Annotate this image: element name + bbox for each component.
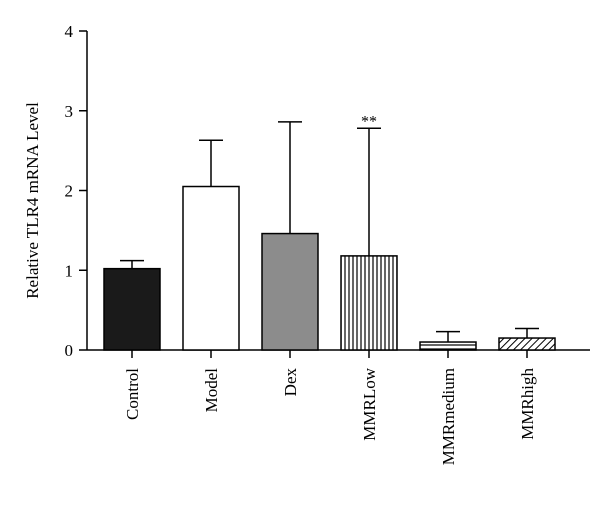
error-bar-control (120, 259, 144, 269)
y-tick-label: 4 (65, 22, 74, 41)
category-label-model: Model (202, 368, 221, 413)
y-tick-label: 2 (65, 182, 74, 201)
category-label-control: Control (123, 368, 142, 420)
bar-mmrhigh (498, 337, 556, 351)
category-label-mmrmedium: MMRmedium (439, 368, 458, 465)
category-label-mmrlow: MMRLow (360, 367, 379, 440)
x-axis (87, 349, 590, 358)
y-tick-label: 3 (65, 102, 74, 121)
error-bars (120, 121, 539, 343)
y-axis: 0 1 2 3 4 (65, 22, 88, 360)
bar-mmrmedium (419, 341, 477, 351)
error-bar-mmrlow (357, 127, 381, 256)
error-bar-mmrhigh (515, 327, 539, 339)
annotations: ** (361, 113, 377, 130)
category-labels: Control Model Dex MMRLow MMRmedium MMRhigh (123, 367, 537, 465)
bars (103, 185, 556, 351)
category-label-dex: Dex (281, 368, 300, 397)
bar-model (182, 185, 240, 351)
error-bar-model (199, 139, 223, 187)
y-tick-label: 1 (65, 261, 74, 280)
y-axis-label: Relative TLR4 mRNA Level (23, 102, 42, 299)
significance-marker: ** (361, 113, 377, 130)
error-bar-mmrmedium (436, 330, 460, 343)
category-label-mmrhigh: MMRhigh (518, 368, 537, 440)
y-tick-label: 0 (65, 341, 74, 360)
bar-control (103, 267, 161, 351)
bar-mmrlow (340, 255, 398, 351)
bar-dex (261, 232, 319, 351)
error-bar-dex (278, 121, 302, 234)
